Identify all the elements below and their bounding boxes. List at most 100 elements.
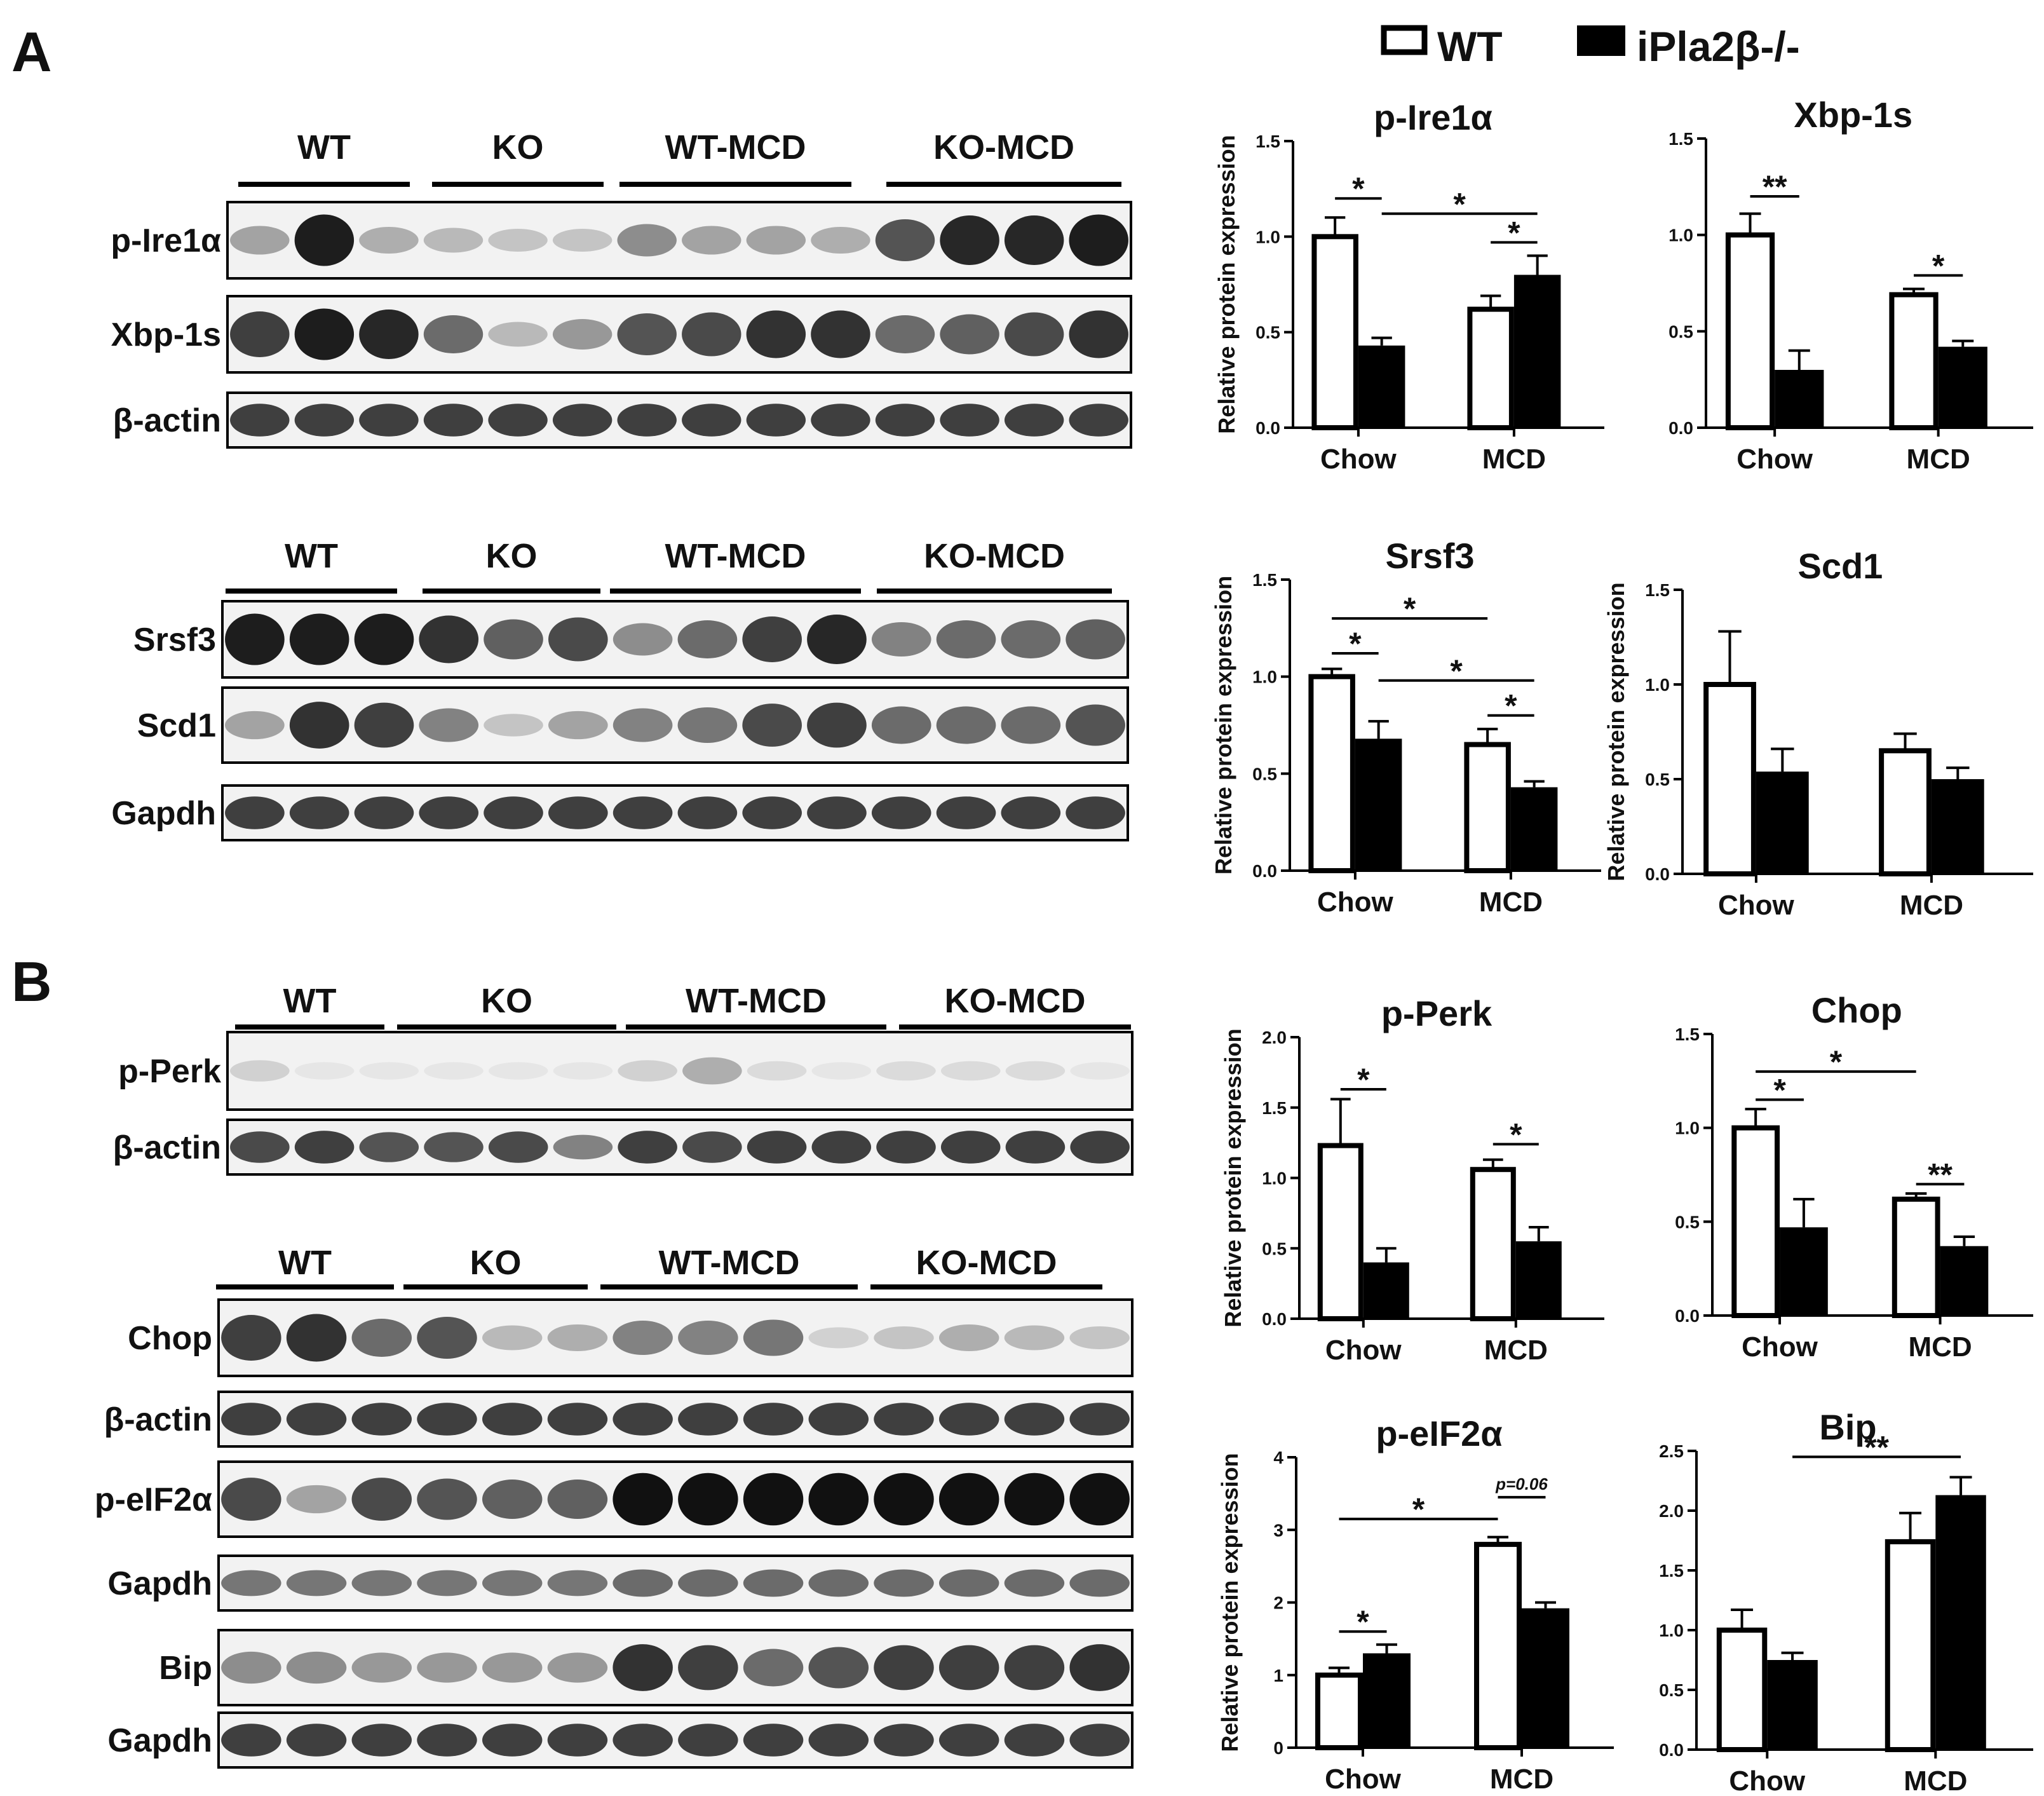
blot-row-label: Bip	[159, 1650, 212, 1687]
blot-band	[1069, 1569, 1130, 1597]
blot-band	[1070, 1131, 1130, 1164]
blot-band	[1001, 796, 1061, 829]
blot-group-label: KO	[481, 982, 532, 1020]
blot-band	[871, 706, 931, 744]
bar-ipla2beta-chow	[1767, 1660, 1818, 1750]
y-tick-label: 0.5	[1262, 1239, 1287, 1258]
bar-ipla2beta-mcd	[1515, 1241, 1562, 1319]
blot-3: WT KO WT-MCD KO-MCD p-Perk β-actin	[113, 982, 1134, 1176]
blot-band	[286, 1724, 347, 1757]
blot-group-label: WT-MCD	[659, 1244, 800, 1282]
blot-band	[230, 1060, 290, 1082]
blot-band	[417, 1403, 477, 1436]
blot-row-bip: Bip	[159, 1629, 1134, 1706]
blot-band	[1069, 1326, 1130, 1349]
blot-band	[221, 1315, 281, 1361]
blot-band	[423, 315, 484, 353]
blot-band	[488, 1062, 548, 1080]
blot-band	[552, 404, 613, 437]
western-blots: WT KO WT-MCD KO-MCD p-Ire1α Xbp-1s β-actin WT KO…	[95, 128, 1134, 1769]
blot-band	[359, 1062, 419, 1080]
blot-band	[1001, 706, 1061, 744]
blot-band	[677, 707, 738, 744]
blot-band	[613, 623, 673, 656]
blot-band	[940, 215, 999, 265]
blot-band	[359, 310, 419, 359]
blot-row-p-ire1alpha: p-Ire1α	[111, 201, 1132, 280]
blot-band	[488, 322, 548, 347]
blot-band	[677, 796, 738, 829]
blot-row-chop: Chop	[128, 1298, 1134, 1377]
blot-row-gapdh: Gapdh	[107, 1711, 1134, 1769]
blot-band	[1004, 312, 1064, 357]
blot-band	[482, 1570, 543, 1596]
blot-band	[548, 617, 608, 662]
x-tick-label: Chow	[1320, 444, 1397, 475]
blot-band	[874, 1473, 934, 1526]
blot-band	[553, 1062, 613, 1080]
blot-band	[1004, 1403, 1065, 1436]
y-tick-label: 0.0	[1675, 1306, 1700, 1326]
significance-label: *	[1450, 653, 1463, 689]
y-tick-label: 4	[1273, 1448, 1283, 1467]
blot-band	[682, 312, 741, 357]
panel-label-a: A	[11, 20, 52, 83]
blot-band	[417, 1478, 477, 1520]
bar-wt-mcd	[1464, 742, 1511, 873]
blot-group-label: KO-MCD	[945, 982, 1086, 1020]
significance-label: *	[1505, 688, 1517, 724]
x-tick-label: MCD	[1904, 1765, 1967, 1796]
blot-row-label: Scd1	[137, 707, 216, 744]
blot-band	[1001, 620, 1061, 658]
blot-band	[351, 1724, 412, 1757]
y-tick-label: 1.0	[1262, 1169, 1287, 1188]
blot-band	[875, 404, 935, 437]
y-tick-label: 2	[1273, 1593, 1283, 1613]
significance-label: *	[1404, 591, 1416, 627]
x-tick-label: Chow	[1729, 1765, 1806, 1796]
blot-band	[230, 311, 290, 357]
bar-ipla2beta-mcd	[1935, 1495, 1986, 1750]
blot-band	[484, 796, 543, 829]
blot-band	[808, 1403, 869, 1436]
bar-wt-mcd	[1474, 1542, 1522, 1751]
significance-label: *	[1352, 171, 1365, 207]
blot-band	[417, 1317, 477, 1359]
blot-band	[482, 1652, 543, 1683]
x-tick-label: Chow	[1325, 1764, 1402, 1795]
significance-label: **	[1928, 1157, 1953, 1192]
blot-band	[742, 616, 802, 662]
blot-group-label: WT	[278, 1244, 332, 1282]
y-tick-label: 2.0	[1262, 1028, 1287, 1047]
blot-row-label: p-eIF2α	[95, 1481, 212, 1518]
y-tick-label: 0.5	[1668, 322, 1693, 341]
blot-group-label: WT	[297, 128, 351, 167]
blot-band	[417, 1570, 477, 1596]
blot-band	[613, 796, 673, 829]
blot-band	[351, 1570, 412, 1596]
blot-group-label: WT	[283, 982, 337, 1020]
bar-wt-chow	[1311, 234, 1358, 430]
blot-band	[617, 313, 677, 355]
blot-band	[743, 1649, 804, 1687]
blot-band	[221, 1570, 281, 1596]
y-tick-label: 0.5	[1645, 770, 1670, 789]
blot-row-beta-actin: β-actin	[113, 1119, 1134, 1176]
blot-band	[1069, 214, 1128, 266]
blot-band	[808, 1724, 869, 1757]
blot-band	[1066, 796, 1125, 829]
blot-band	[811, 227, 870, 254]
significance-label: *	[1349, 626, 1362, 662]
blot-band	[938, 1473, 999, 1526]
blot-group-label: KO	[470, 1244, 522, 1282]
significance-label: **	[1763, 169, 1787, 205]
blot-band	[742, 704, 802, 747]
panel-label-b: B	[11, 950, 52, 1013]
blot-band	[225, 711, 285, 740]
blot-row-label: Gapdh	[107, 1565, 212, 1602]
y-tick-label: 0.5	[1256, 323, 1280, 343]
significance-label: *	[1508, 215, 1520, 250]
blot-band	[743, 1319, 804, 1356]
blot-band	[1069, 1724, 1130, 1757]
bar-wt-chow	[1315, 1672, 1363, 1750]
